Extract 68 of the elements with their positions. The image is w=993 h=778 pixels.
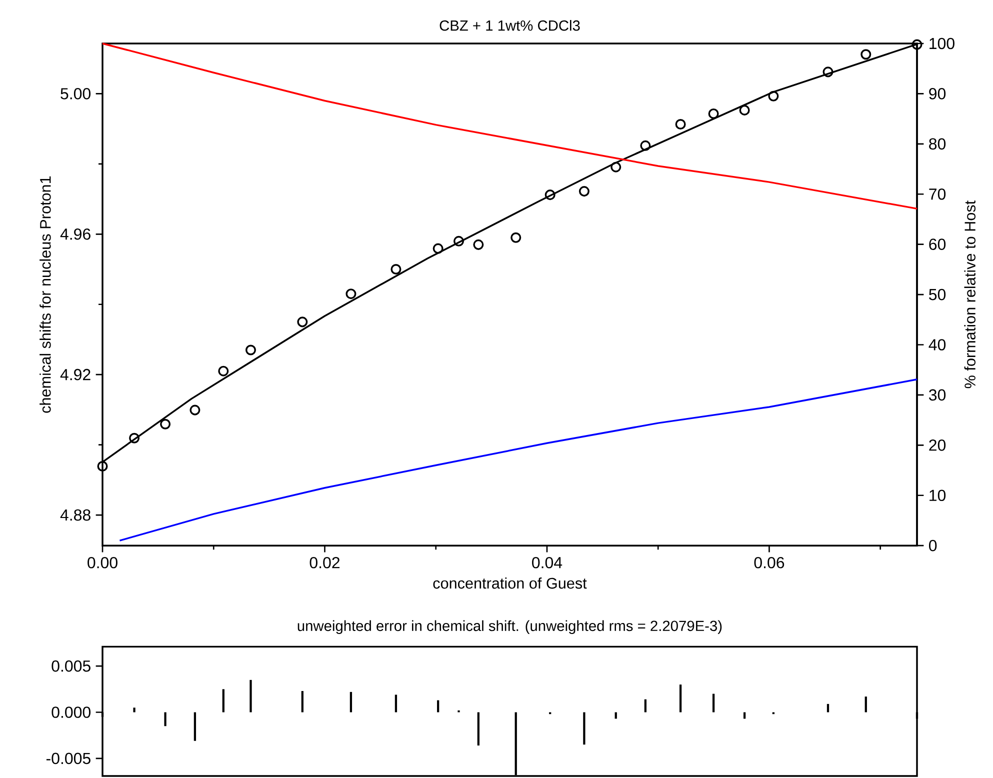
point xyxy=(610,162,622,172)
point xyxy=(675,118,686,130)
y-tick-label: 4.96 xyxy=(60,228,90,240)
bar xyxy=(164,712,166,726)
x-tick-label: 0.02 xyxy=(310,556,340,568)
point xyxy=(346,288,356,300)
bar xyxy=(712,694,715,712)
y-tick-label: 4.92 xyxy=(60,368,90,380)
y2-tick-label: 10 xyxy=(930,490,946,502)
y-tick-label: 0.000 xyxy=(52,706,91,718)
y2-tick-label: 50 xyxy=(929,288,946,300)
point xyxy=(160,418,171,430)
point xyxy=(390,264,402,275)
point xyxy=(129,432,140,444)
y2-tick-label: 0 xyxy=(929,540,937,552)
point xyxy=(739,104,750,116)
bar xyxy=(194,712,196,741)
bar xyxy=(583,712,586,745)
point xyxy=(218,366,229,376)
point xyxy=(544,190,556,200)
bar xyxy=(679,684,682,712)
bar xyxy=(394,694,398,712)
y2-tick-label: 100 xyxy=(930,38,954,50)
y2-tick-label: 20 xyxy=(929,440,946,451)
x-tick-label: 0.00 xyxy=(88,556,118,568)
x-axis-title: concentration of Guest xyxy=(433,577,587,589)
y-tick-label: 5.00 xyxy=(60,88,91,100)
y2-tick-label: 30 xyxy=(928,389,946,401)
point xyxy=(190,404,200,416)
point xyxy=(640,140,651,151)
point xyxy=(860,49,872,60)
bar xyxy=(644,699,646,712)
bar xyxy=(826,704,830,712)
point xyxy=(453,236,464,246)
y2-tick-label: 40 xyxy=(928,339,946,350)
point xyxy=(97,460,108,472)
point xyxy=(912,39,922,50)
point xyxy=(708,108,719,119)
chart-title: CBZ + 1 1wt% CDCl3 xyxy=(440,20,580,31)
y-tick-label: -0.005 xyxy=(46,752,90,764)
bar xyxy=(477,712,480,746)
y2-tick-label: 90 xyxy=(929,88,946,100)
y-tick-label: 0.005 xyxy=(52,660,90,672)
bar xyxy=(301,691,304,712)
bar xyxy=(864,696,867,712)
point xyxy=(822,66,834,78)
x-tick-label: 0.06 xyxy=(754,556,784,568)
y2-axis-title: % formation relative to Host xyxy=(964,200,976,388)
point xyxy=(578,186,590,197)
point xyxy=(245,344,256,356)
point xyxy=(432,243,444,254)
point xyxy=(473,239,484,250)
bar xyxy=(222,689,224,712)
point xyxy=(510,232,522,243)
bar xyxy=(350,692,352,712)
x-tick-label: 0.04 xyxy=(532,556,562,568)
y2-tick-label: 80 xyxy=(929,138,946,150)
chart-title: unweighted error in chemical shift. (unweighted rms = 2.2079E-3) xyxy=(298,620,722,634)
y2-tick-label: 60 xyxy=(929,238,946,250)
y-tick-label: 4.88 xyxy=(60,509,90,521)
line-series xyxy=(118,378,918,542)
point xyxy=(768,90,779,102)
bar xyxy=(133,708,136,712)
point xyxy=(297,316,308,328)
bar xyxy=(437,700,440,712)
bar xyxy=(250,680,252,712)
y2-tick-label: 70 xyxy=(929,188,946,200)
y-axis-title: chemical shifts for nucleus Proton1 xyxy=(40,176,51,413)
